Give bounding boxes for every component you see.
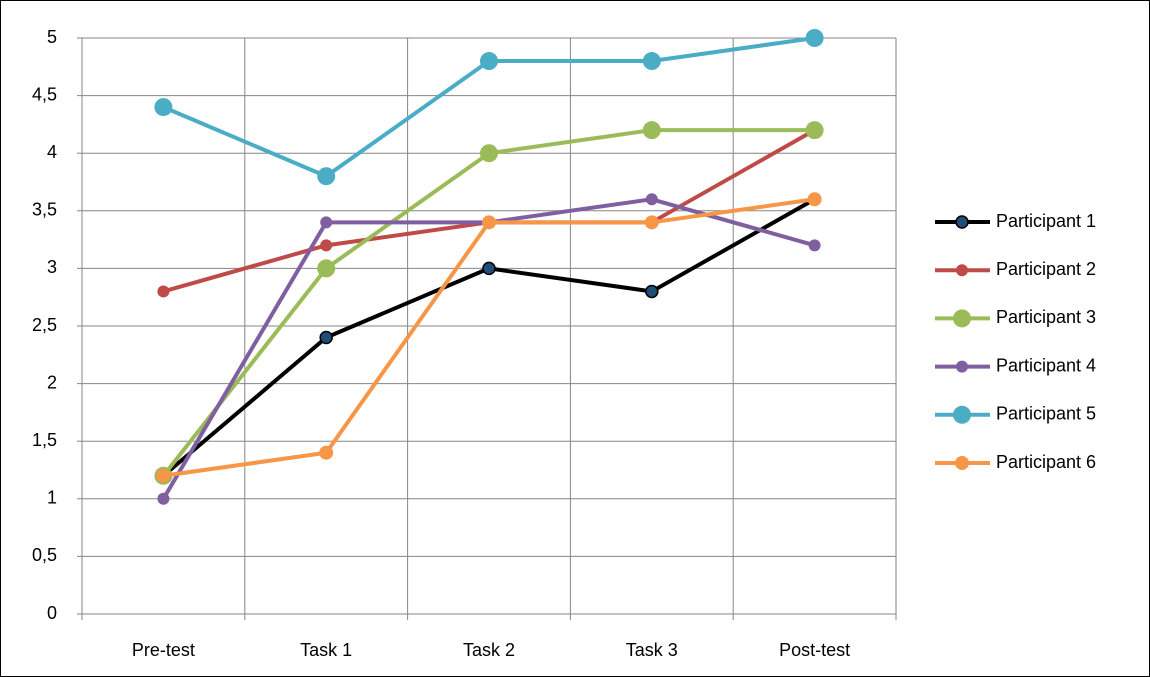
legend-label: Participant 3 — [996, 307, 1096, 327]
x-tick-label: Task 1 — [300, 640, 352, 660]
y-tick-label: 4,5 — [32, 84, 57, 104]
x-tick-label: Task 3 — [626, 640, 678, 660]
data-point — [317, 167, 336, 186]
legend-marker — [953, 405, 971, 424]
data-point — [480, 52, 498, 71]
x-tick-label: Pre-test — [132, 640, 195, 660]
legend-label: Participant 2 — [996, 259, 1096, 279]
data-point — [317, 259, 336, 278]
data-point — [805, 29, 824, 47]
legend-marker — [955, 456, 969, 470]
data-point — [156, 468, 171, 483]
y-tick-label: 3 — [47, 257, 57, 277]
data-point — [320, 216, 333, 229]
y-tick-label: 4 — [47, 142, 57, 162]
y-tick-label: 0,5 — [32, 545, 57, 565]
data-point — [805, 121, 824, 140]
legend-label: Participant 1 — [996, 211, 1096, 231]
data-point — [154, 98, 173, 117]
legend-label: Participant 6 — [996, 452, 1096, 472]
data-point — [644, 215, 659, 230]
x-tick-label: Task 2 — [463, 640, 515, 660]
data-point — [642, 121, 661, 140]
data-point — [642, 52, 661, 71]
data-point — [807, 192, 822, 207]
legend-marker — [956, 264, 968, 277]
legend-label: Participant 4 — [996, 355, 1096, 375]
legend-marker — [956, 360, 968, 373]
y-tick-label: 0 — [47, 603, 57, 623]
y-tick-label: 3,5 — [32, 200, 57, 220]
data-point — [645, 193, 658, 206]
y-tick-label: 2 — [47, 372, 57, 392]
y-tick-label: 1,5 — [32, 430, 57, 450]
data-point — [319, 445, 334, 460]
data-point — [482, 261, 496, 276]
legend-marker — [953, 309, 971, 328]
data-point — [645, 284, 659, 299]
legend-marker — [955, 215, 969, 229]
data-point — [157, 492, 170, 505]
data-point — [320, 239, 333, 252]
data-point — [157, 285, 170, 298]
data-point — [480, 144, 498, 163]
y-tick-label: 5 — [47, 27, 57, 47]
x-tick-label: Post-test — [779, 640, 850, 660]
y-tick-label: 2,5 — [32, 315, 57, 335]
y-tick-label: 1 — [47, 488, 57, 508]
data-point — [319, 330, 333, 345]
data-point — [808, 239, 821, 252]
data-point — [482, 215, 496, 230]
legend-label: Participant 5 — [996, 404, 1096, 424]
